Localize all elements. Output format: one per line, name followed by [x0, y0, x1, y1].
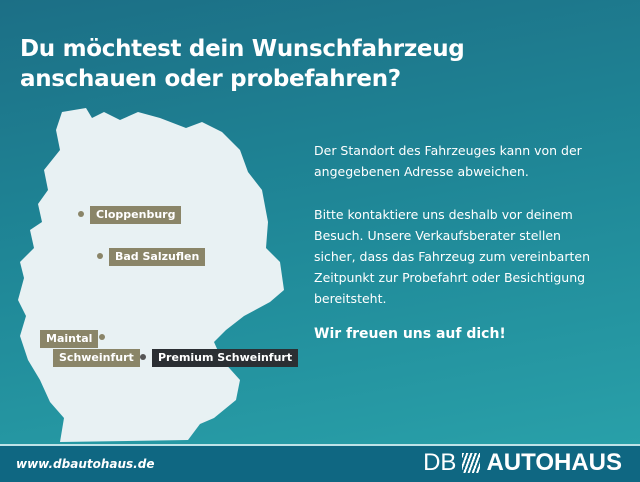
- location-premium-schweinfurt[interactable]: Premium Schweinfurt: [152, 349, 299, 367]
- headline-line-1: Du möchtest dein Wunschfahrzeug: [20, 36, 465, 62]
- db-autohaus-logo: DB AUTOHAUS: [423, 449, 622, 477]
- footer: www.dbautohaus.de DB AUTOHAUS: [0, 444, 640, 482]
- location-maintal[interactable]: Maintal: [40, 330, 99, 348]
- closing-text: Wir freuen uns auf dich!: [314, 326, 506, 342]
- logo-stripes-icon: [462, 453, 481, 473]
- map-dot-cloppenburg: [78, 211, 84, 217]
- map-dot-bad-salzuflen: [97, 253, 103, 259]
- contact-note: Bitte kontaktiere uns deshalb vor deinem…: [314, 207, 590, 306]
- headline-line-2: anschauen oder probefahren?: [20, 66, 401, 92]
- location-note: Der Standort des Fahrzeuges kann von der…: [314, 143, 582, 179]
- location-bad-salzuflen[interactable]: Bad Salzuflen: [109, 248, 206, 266]
- location-cloppenburg[interactable]: Cloppenburg: [90, 206, 182, 224]
- website-link[interactable]: www.dbautohaus.de: [16, 457, 155, 471]
- location-schweinfurt[interactable]: Schweinfurt: [53, 349, 140, 367]
- logo-autohaus: AUTOHAUS: [486, 449, 622, 476]
- map-dot-schweinfurt: [140, 354, 146, 360]
- logo-db: DB: [423, 449, 457, 476]
- headline: Du möchtest dein Wunschfahrzeug anschauen…: [20, 34, 465, 94]
- map-dot-maintal: [99, 334, 105, 340]
